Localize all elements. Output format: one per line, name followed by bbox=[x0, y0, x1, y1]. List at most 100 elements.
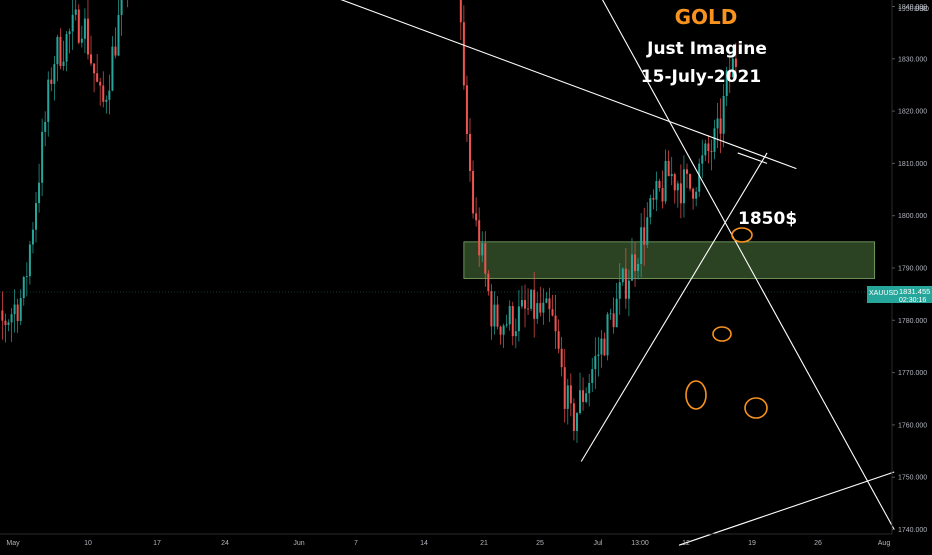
x-tick-label: 17 bbox=[153, 540, 161, 547]
candle-body bbox=[499, 326, 502, 335]
candle-body bbox=[548, 298, 551, 310]
candle-body bbox=[627, 280, 630, 299]
candle-body bbox=[698, 163, 701, 192]
candle-body bbox=[673, 174, 676, 191]
candle-body bbox=[615, 298, 618, 328]
candle-body bbox=[527, 308, 530, 310]
candle-body bbox=[487, 273, 490, 292]
zones-layer bbox=[463, 241, 876, 279]
candle-body bbox=[502, 325, 505, 335]
candle-body bbox=[59, 36, 62, 67]
price-badge-background bbox=[867, 286, 932, 303]
candle-body bbox=[111, 46, 114, 91]
candle-body bbox=[713, 128, 716, 152]
candle-body bbox=[579, 390, 582, 414]
candle-body bbox=[96, 73, 99, 82]
candle-body bbox=[624, 268, 627, 299]
candle-body bbox=[658, 181, 661, 189]
candle-body bbox=[649, 198, 652, 218]
candle-body bbox=[652, 198, 655, 200]
candle-body bbox=[530, 289, 533, 309]
candle-body bbox=[707, 143, 710, 151]
candle-body bbox=[722, 95, 725, 134]
trend-line[interactable] bbox=[580, 152, 768, 462]
trend-line[interactable] bbox=[678, 471, 895, 546]
candle-body bbox=[670, 174, 673, 177]
candle-body bbox=[603, 338, 606, 356]
candle-body bbox=[557, 331, 560, 349]
candle-body bbox=[31, 229, 34, 245]
candle-body bbox=[74, 9, 77, 15]
candle-body bbox=[630, 254, 633, 281]
candle-body bbox=[478, 220, 481, 256]
candle-body bbox=[25, 276, 28, 278]
x-tick-label: 14 bbox=[420, 540, 428, 547]
candle-body bbox=[520, 300, 523, 307]
candle-body bbox=[108, 90, 111, 100]
candle-body bbox=[93, 63, 96, 74]
trend-lines-layer bbox=[0, 0, 895, 546]
candle-body bbox=[731, 58, 734, 78]
candle-body bbox=[114, 46, 117, 56]
candle-body bbox=[701, 155, 704, 164]
candle-body bbox=[4, 320, 7, 325]
x-tick-label: May bbox=[6, 540, 20, 547]
candle-body bbox=[1, 310, 4, 321]
candle-body bbox=[496, 304, 499, 327]
candle-body bbox=[609, 313, 612, 315]
candle-body bbox=[56, 36, 59, 65]
candle-body bbox=[634, 254, 637, 272]
y-tick-label: 1740.000 bbox=[898, 527, 927, 534]
candle-body bbox=[591, 369, 594, 383]
circles-layer bbox=[685, 227, 768, 419]
candle-body bbox=[16, 304, 19, 322]
trend-line[interactable] bbox=[425, 0, 895, 530]
candle-body bbox=[566, 385, 569, 409]
candle-body bbox=[62, 61, 65, 67]
candle-body bbox=[679, 183, 682, 204]
y-axis-top-label: 1950.000 bbox=[898, 6, 927, 13]
candles-layer bbox=[1, 0, 737, 443]
candle-body bbox=[621, 268, 624, 283]
candle-body bbox=[524, 300, 527, 309]
y-tick-label: 1780.000 bbox=[898, 318, 927, 325]
candle-body bbox=[572, 403, 575, 431]
candle-body bbox=[511, 306, 514, 337]
candle-body bbox=[588, 382, 591, 394]
candle-body bbox=[594, 356, 597, 370]
candle-body bbox=[637, 263, 640, 272]
y-tick-label: 1750.000 bbox=[898, 475, 927, 482]
candle-body bbox=[551, 309, 554, 316]
candle-body bbox=[716, 118, 719, 129]
candle-body bbox=[560, 348, 563, 368]
x-tick-label: 21 bbox=[480, 540, 488, 547]
candle-body bbox=[102, 85, 105, 102]
candle-body bbox=[661, 188, 664, 202]
candle-body bbox=[462, 22, 465, 86]
candle-body bbox=[38, 182, 41, 204]
candle-body bbox=[120, 0, 123, 15]
trend-line[interactable] bbox=[737, 152, 768, 164]
y-tick-label: 1830.000 bbox=[898, 56, 927, 63]
circle-annotation bbox=[744, 397, 768, 419]
text-layer: GOLD Just Imagine 15-July-2021 1850$ bbox=[641, 5, 797, 229]
support-resistance-zone[interactable] bbox=[463, 241, 876, 279]
candle-body bbox=[585, 393, 588, 402]
candle-body bbox=[83, 18, 86, 39]
candle-body bbox=[472, 170, 475, 214]
candle-body bbox=[481, 243, 484, 256]
candle-body bbox=[734, 58, 737, 67]
y-tick-label: 1820.000 bbox=[898, 109, 927, 116]
circle-annotation bbox=[712, 326, 732, 342]
candle-body bbox=[597, 354, 600, 357]
y-axis[interactable]: 1950.000 USD 1740.000 1750.000 1760.000 177… bbox=[891, 0, 929, 534]
candle-body bbox=[569, 385, 572, 404]
y-axis-currency-label: USD bbox=[914, 6, 929, 13]
candle-body bbox=[13, 304, 16, 315]
x-axis[interactable]: May 10 17 24 Jun 7 14 21 25 Jul 13:00 12 19 26 Aug bbox=[0, 533, 892, 547]
candle-body bbox=[710, 150, 713, 152]
y-tick-label: 1770.000 bbox=[898, 370, 927, 377]
trend-line[interactable] bbox=[0, 0, 797, 170]
candle-body bbox=[695, 191, 698, 199]
